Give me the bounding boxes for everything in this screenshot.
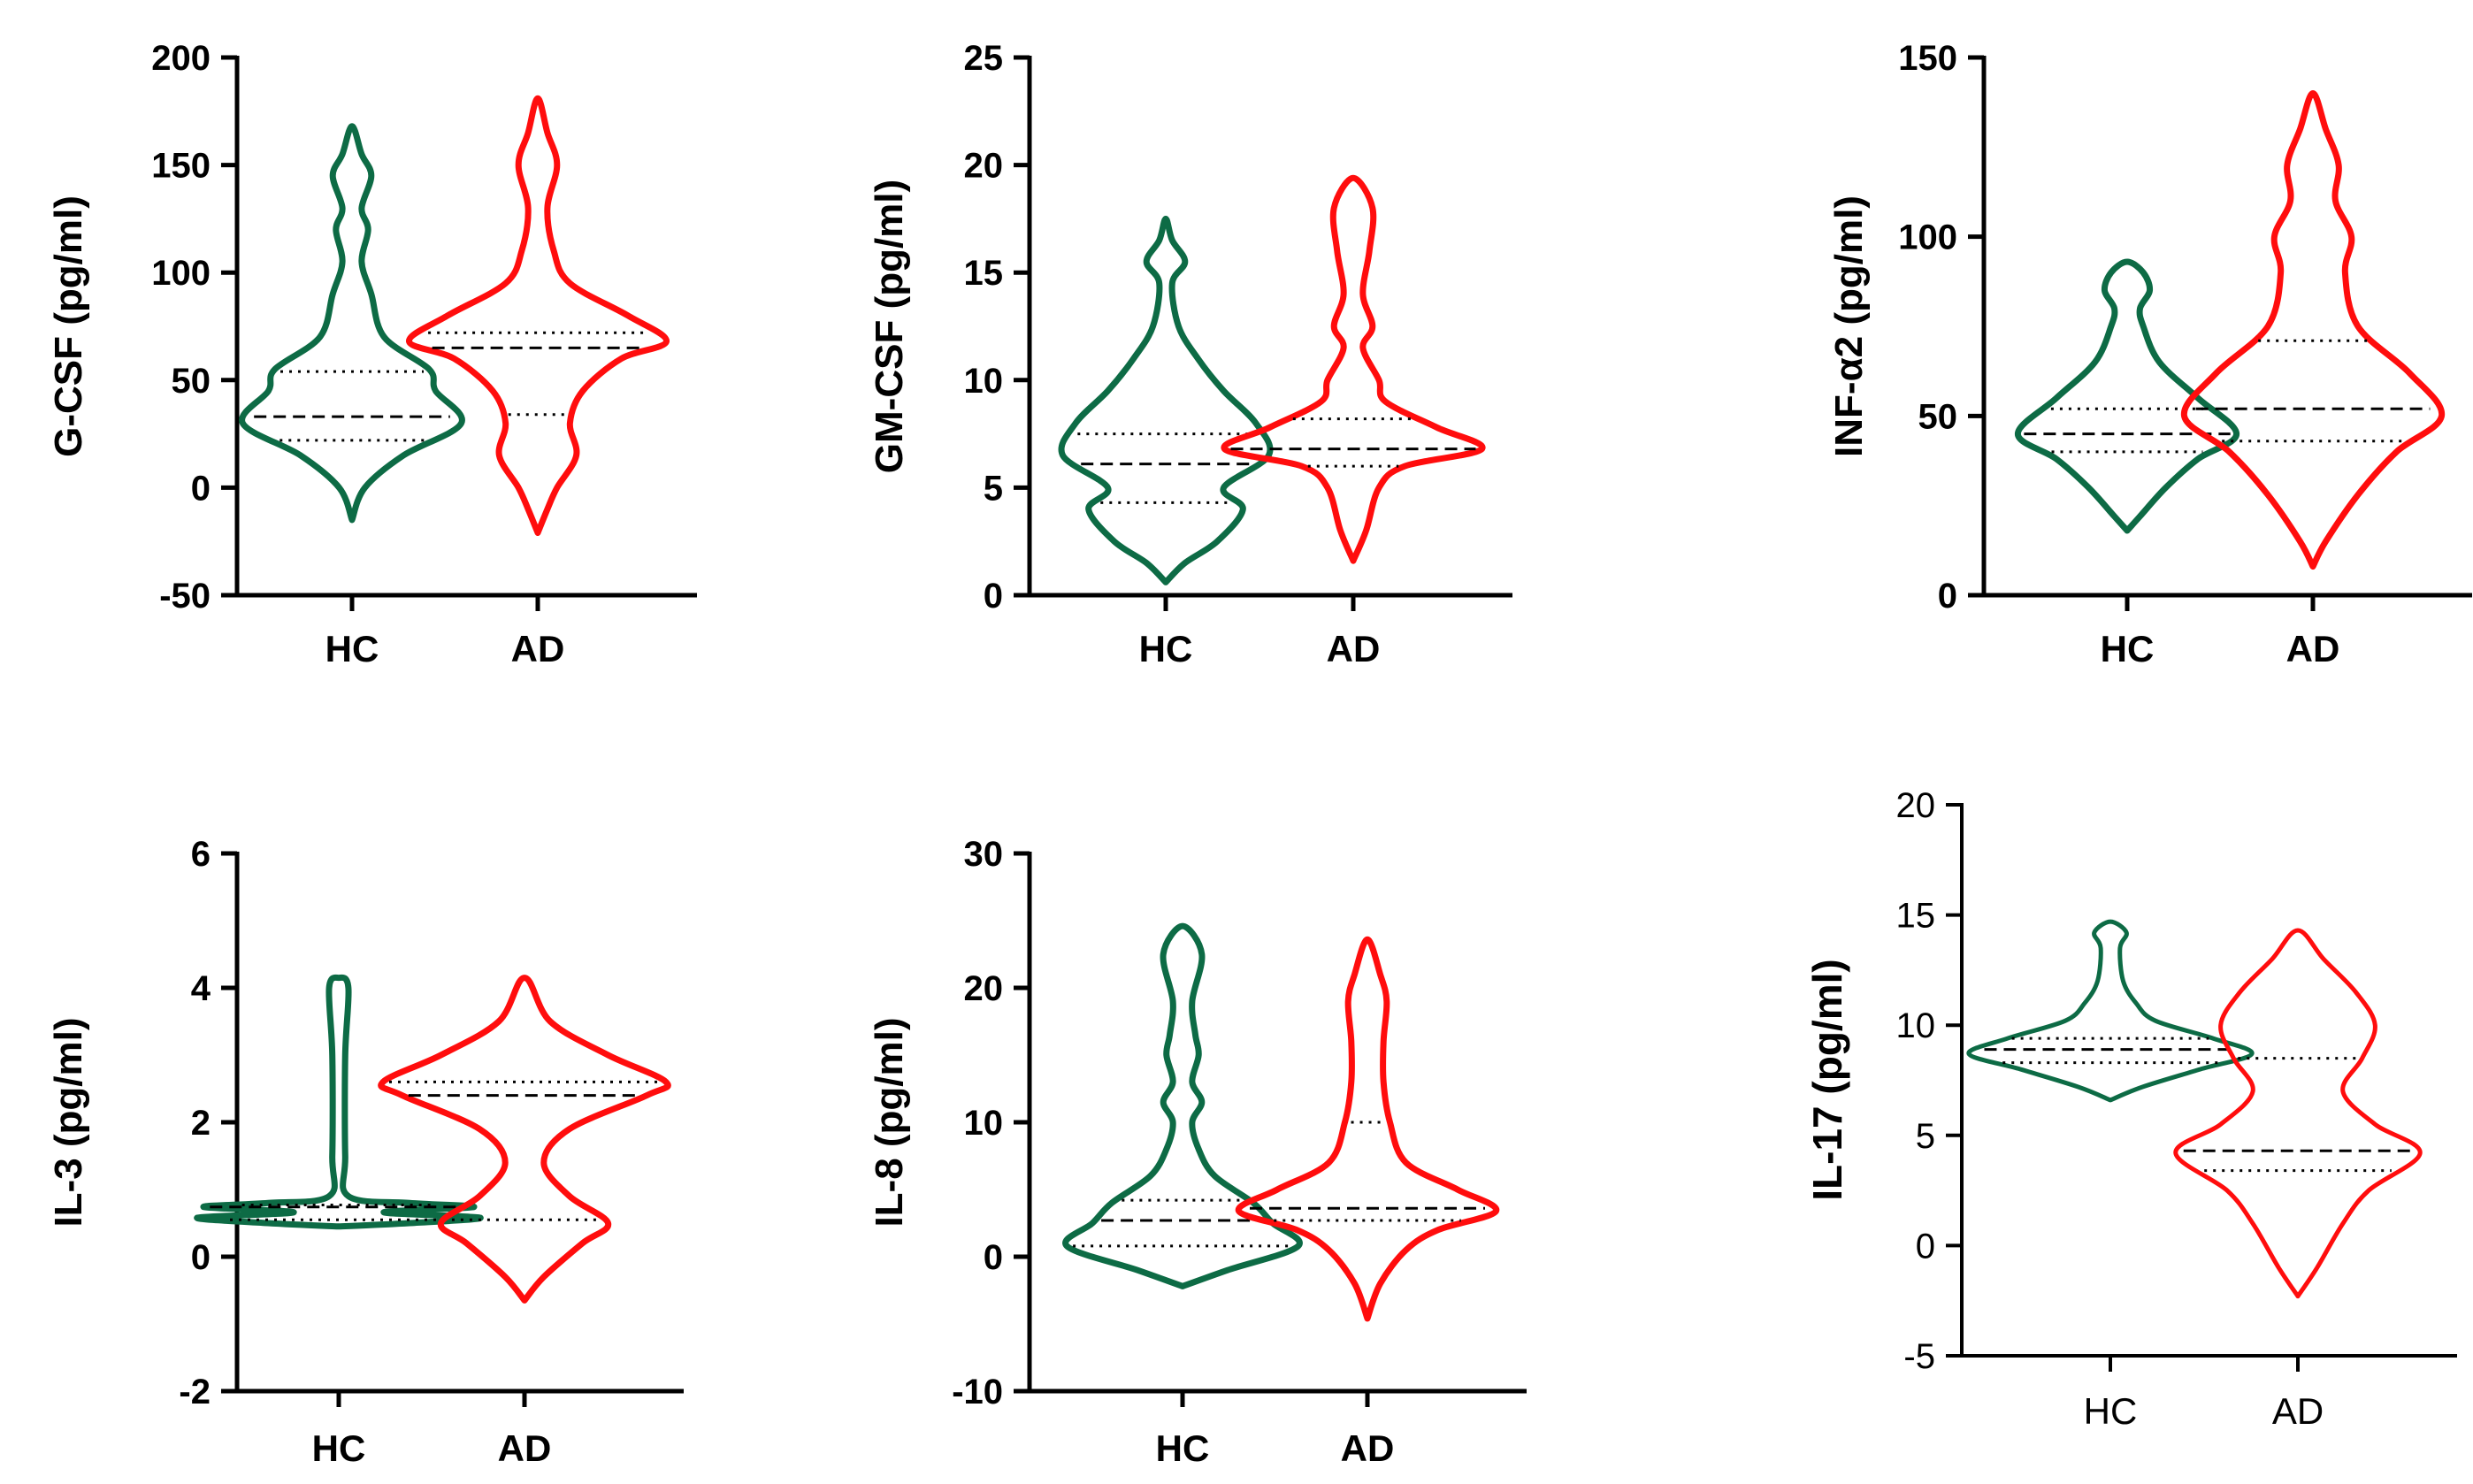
gm-csf-violin-hc bbox=[1058, 215, 1274, 585]
gm-csf-category-label: HC bbox=[1139, 628, 1193, 669]
il-17-y-axis-label: IL-17 (pg/ml) bbox=[1804, 959, 1850, 1200]
gm-csf-violin-ad bbox=[1221, 174, 1486, 564]
il-3-category-label: HC bbox=[312, 1427, 366, 1469]
inf-2-category-label: AD bbox=[2286, 628, 2340, 669]
il-3-y-axis-label: IL-3 (pg/ml) bbox=[47, 1017, 90, 1227]
gm-csf-y-axis-label: GM-CSF (pg/ml) bbox=[868, 180, 911, 473]
gm-csf-y-tick-label: 0 bbox=[984, 577, 1003, 616]
inf-2-y-tick-label: 50 bbox=[1918, 397, 1958, 436]
gm-csf-y-tick-label: 20 bbox=[964, 147, 1004, 186]
panel-il-8: -10 0 10 20 30 IL-8 (pg/ml) HC AD bbox=[868, 835, 1527, 1469]
panel-g-csf: -50 0 50 100 150 200 G-CSF (pg/ml) HC AD bbox=[47, 39, 697, 669]
il-8-y-tick-label: 0 bbox=[984, 1238, 1003, 1277]
il-8-y-tick-label: 20 bbox=[964, 969, 1004, 1008]
il-17-y-tick-label: -5 bbox=[1903, 1337, 1935, 1376]
il-17-y-tick-label: 10 bbox=[1896, 1006, 1936, 1045]
panel-gm-csf: 0 5 10 15 20 25 GM-CSF (pg/ml) HC AD bbox=[868, 39, 1512, 669]
gm-csf-y-tick-label: 15 bbox=[964, 254, 1004, 293]
il-3-violin-hc bbox=[194, 974, 484, 1230]
il-3-y-tick-label: 2 bbox=[191, 1104, 211, 1143]
il-3-violin-ad bbox=[378, 975, 671, 1304]
il-8-category-label: HC bbox=[1156, 1427, 1210, 1469]
g-csf-y-tick-label: -50 bbox=[159, 577, 211, 616]
g-csf-violin-hc bbox=[239, 123, 465, 524]
g-csf-category-label: AD bbox=[511, 628, 565, 669]
il-8-y-tick-label: 10 bbox=[964, 1104, 1004, 1143]
panel-il-17: -5 0 5 10 15 20 IL-17 (pg/ml) HC AD bbox=[1804, 786, 2457, 1432]
il-17-violin-hc bbox=[1966, 919, 2255, 1103]
g-csf-y-tick-label: 150 bbox=[151, 147, 211, 186]
gm-csf-y-tick-label: 5 bbox=[984, 469, 1003, 508]
il-8-y-axis-label: IL-8 (pg/ml) bbox=[868, 1017, 911, 1227]
gm-csf-y-tick-label: 10 bbox=[964, 362, 1004, 401]
inf-2-violin-ad bbox=[2180, 90, 2446, 570]
il-17-y-tick-label: 20 bbox=[1896, 786, 1936, 825]
g-csf-violin-ad bbox=[406, 95, 670, 536]
il-17-y-tick-label: 5 bbox=[1916, 1117, 1935, 1156]
il-17-category-label: HC bbox=[2084, 1390, 2138, 1432]
panel-il-3: -2 0 2 4 6 IL-3 (pg/ml) HC AD bbox=[47, 835, 684, 1469]
inf-2-y-tick-label: 100 bbox=[1898, 218, 1957, 257]
il-8-category-label: AD bbox=[1341, 1427, 1395, 1469]
g-csf-category-label: HC bbox=[325, 628, 379, 669]
il-3-y-tick-label: -2 bbox=[179, 1373, 211, 1411]
il-17-category-label: AD bbox=[2272, 1390, 2324, 1432]
g-csf-y-axis-label: G-CSF (pg/ml) bbox=[47, 195, 90, 457]
il-17-violin-ad bbox=[2173, 928, 2423, 1299]
il-8-violin-ad bbox=[1235, 936, 1500, 1322]
inf-2-y-axis-label: INF-α2 (pg/ml) bbox=[1827, 195, 1871, 457]
il-3-y-tick-label: 6 bbox=[191, 835, 211, 874]
il-17-y-tick-label: 0 bbox=[1916, 1227, 1935, 1266]
inf-2-category-label: HC bbox=[2101, 628, 2155, 669]
inf-2-y-tick-label: 0 bbox=[1938, 577, 1957, 616]
il-3-category-label: AD bbox=[498, 1427, 552, 1469]
il-17-y-tick-label: 15 bbox=[1896, 897, 1936, 936]
g-csf-y-tick-label: 100 bbox=[151, 254, 211, 293]
il-8-violin-hc bbox=[1062, 922, 1303, 1289]
gm-csf-category-label: AD bbox=[1327, 628, 1381, 669]
inf-2-violin-hc bbox=[2014, 258, 2240, 534]
il-8-y-tick-label: -10 bbox=[952, 1373, 1003, 1411]
g-csf-y-tick-label: 0 bbox=[191, 469, 211, 508]
il-3-y-tick-label: 0 bbox=[191, 1238, 211, 1277]
il-8-y-tick-label: 30 bbox=[964, 835, 1004, 874]
g-csf-y-tick-label: 200 bbox=[151, 39, 211, 78]
gm-csf-y-tick-label: 25 bbox=[964, 39, 1004, 78]
il-3-y-tick-label: 4 bbox=[191, 969, 211, 1008]
inf-2-y-tick-label: 150 bbox=[1898, 39, 1957, 78]
panel-inf-a2: 0 50 100 150 INF-α2 (pg/ml) HC AD bbox=[1827, 39, 2472, 669]
g-csf-y-tick-label: 50 bbox=[172, 362, 211, 401]
